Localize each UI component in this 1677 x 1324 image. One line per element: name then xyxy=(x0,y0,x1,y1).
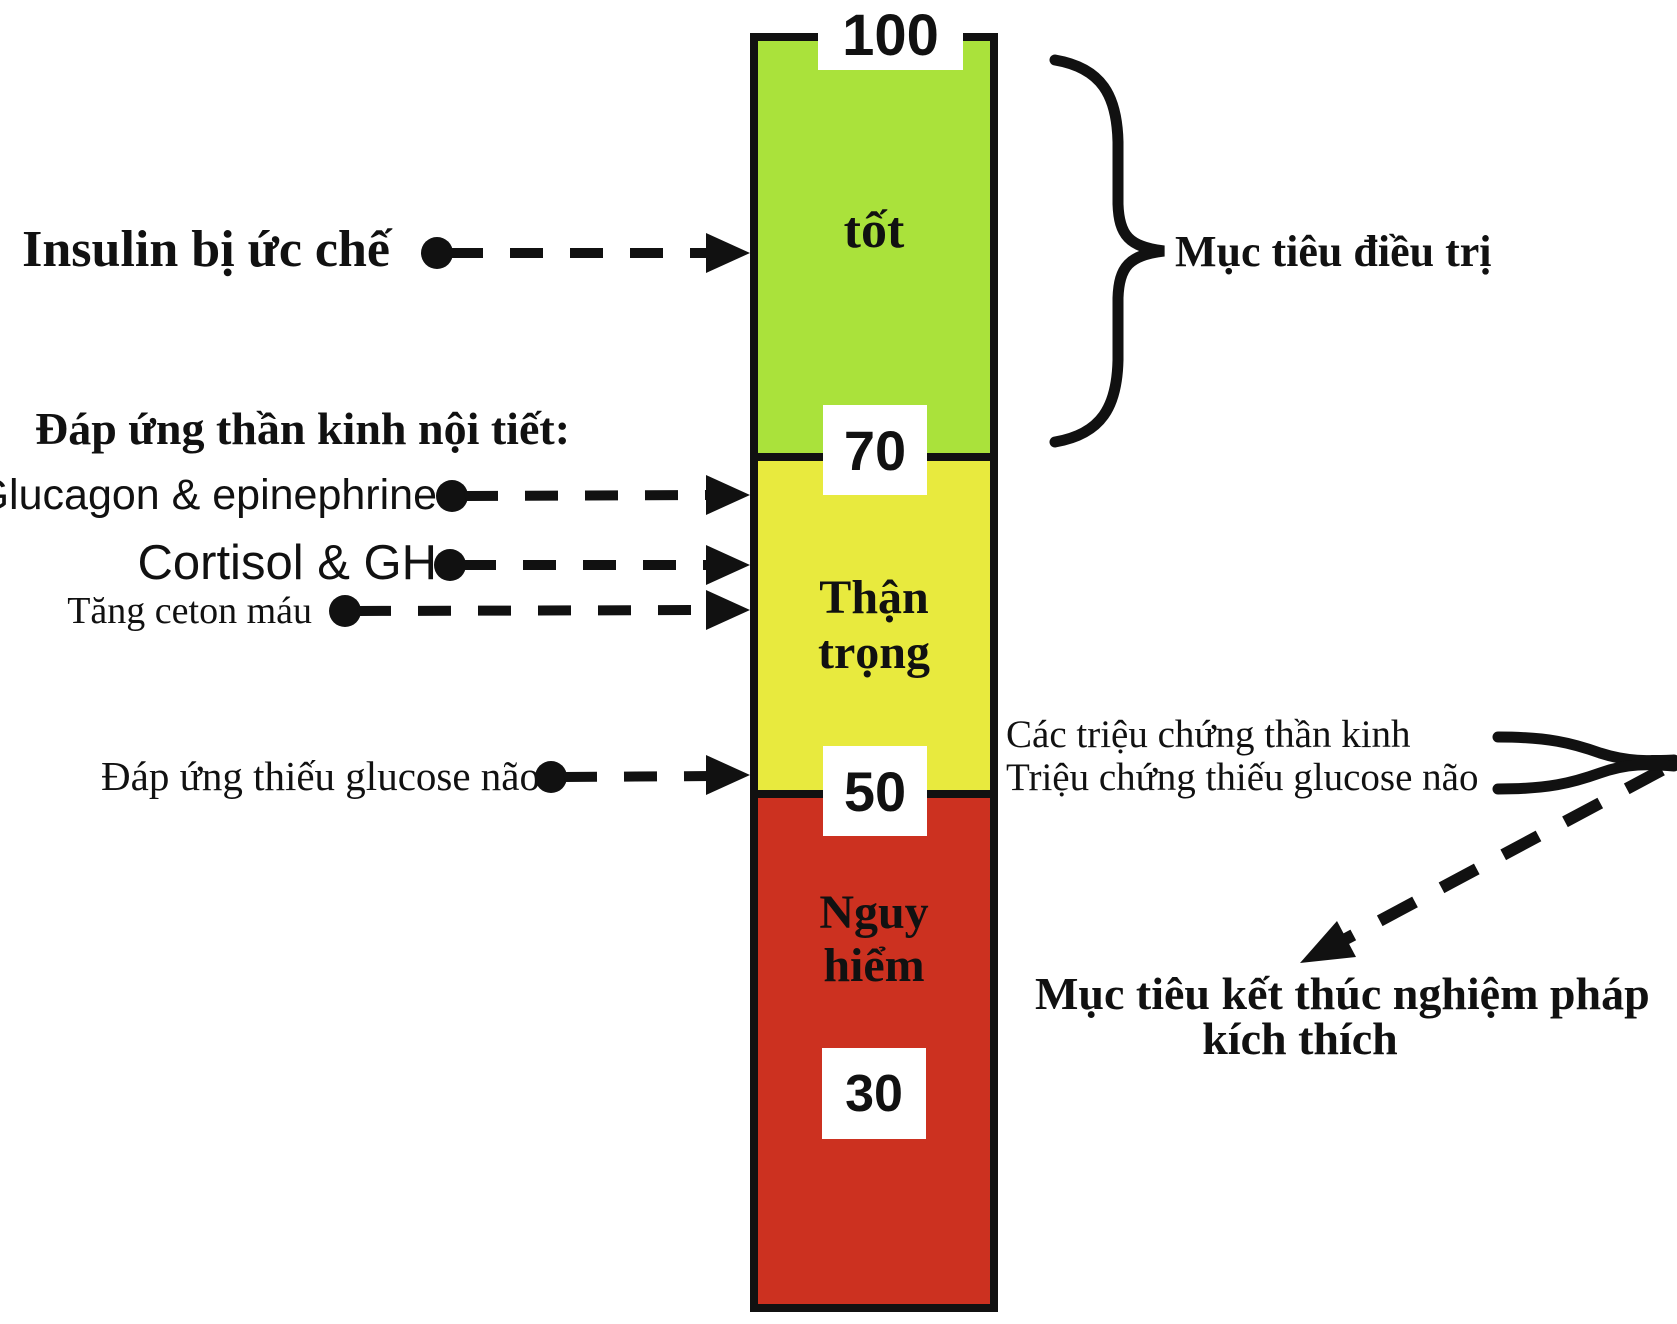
arrow-glucagon xyxy=(436,475,750,515)
arrow-insulin xyxy=(421,233,750,273)
zone-label-good: tốt xyxy=(843,202,905,259)
label-ketone-increase: Tăng ceton máu xyxy=(67,590,312,632)
zone-caution-fill xyxy=(758,461,990,798)
zone-label-danger-line2: hiểm xyxy=(823,939,925,992)
arrow-brain-glucose xyxy=(535,755,750,795)
label-glucagon-epinephrine: Glucagon & epinephrine xyxy=(0,471,437,519)
zone-label-caution: Thận trọng xyxy=(750,570,998,680)
zone-label-danger-line1: Nguy xyxy=(819,886,929,939)
glucose-scale-bar xyxy=(750,33,998,1312)
label-neuro-symptoms-line1: Các triệu chứng thần kinh xyxy=(1006,713,1411,756)
label-neuro-symptoms: Các triệu chứng thần kinh Triệu chứng th… xyxy=(1006,713,1478,799)
tick-50: 50 xyxy=(823,746,927,836)
label-neuroendocrine-heading: Đáp ứng thần kinh nội tiết: xyxy=(35,403,571,454)
label-neuro-symptoms-line2: Triệu chứng thiếu glucose não xyxy=(1006,756,1479,799)
label-stimulation-test-goal-line1: Mục tiêu kết thúc nghiệm pháp xyxy=(1035,968,1650,1019)
label-treatment-goal: Mục tiêu điều trị xyxy=(1175,227,1492,276)
brace-treatment-goal xyxy=(1049,54,1165,448)
label-stimulation-test-goal-line2: kích thích xyxy=(1202,1013,1398,1064)
zone-label-caution-line2: trọng xyxy=(818,626,930,679)
label-insulin-suppressed: Insulin bị ức chế xyxy=(22,221,390,278)
tick-70: 70 xyxy=(823,405,927,495)
tick-30: 30 xyxy=(822,1048,926,1139)
zone-label-caution-line1: Thận xyxy=(819,571,929,624)
brace-symptoms xyxy=(1492,731,1677,795)
label-stimulation-test-goal: Mục tiêu kết thúc nghiệm pháp kích thích xyxy=(1035,968,1650,1064)
zone-label-danger: Nguy hiểm xyxy=(750,886,998,992)
label-brain-glucose-response: Đáp ứng thiếu glucose não xyxy=(101,753,540,799)
tick-100: 100 xyxy=(818,0,963,70)
arrow-ketone xyxy=(329,590,750,630)
arrow-cortisol xyxy=(434,545,750,585)
label-cortisol-gh: Cortisol & GH xyxy=(137,536,437,590)
